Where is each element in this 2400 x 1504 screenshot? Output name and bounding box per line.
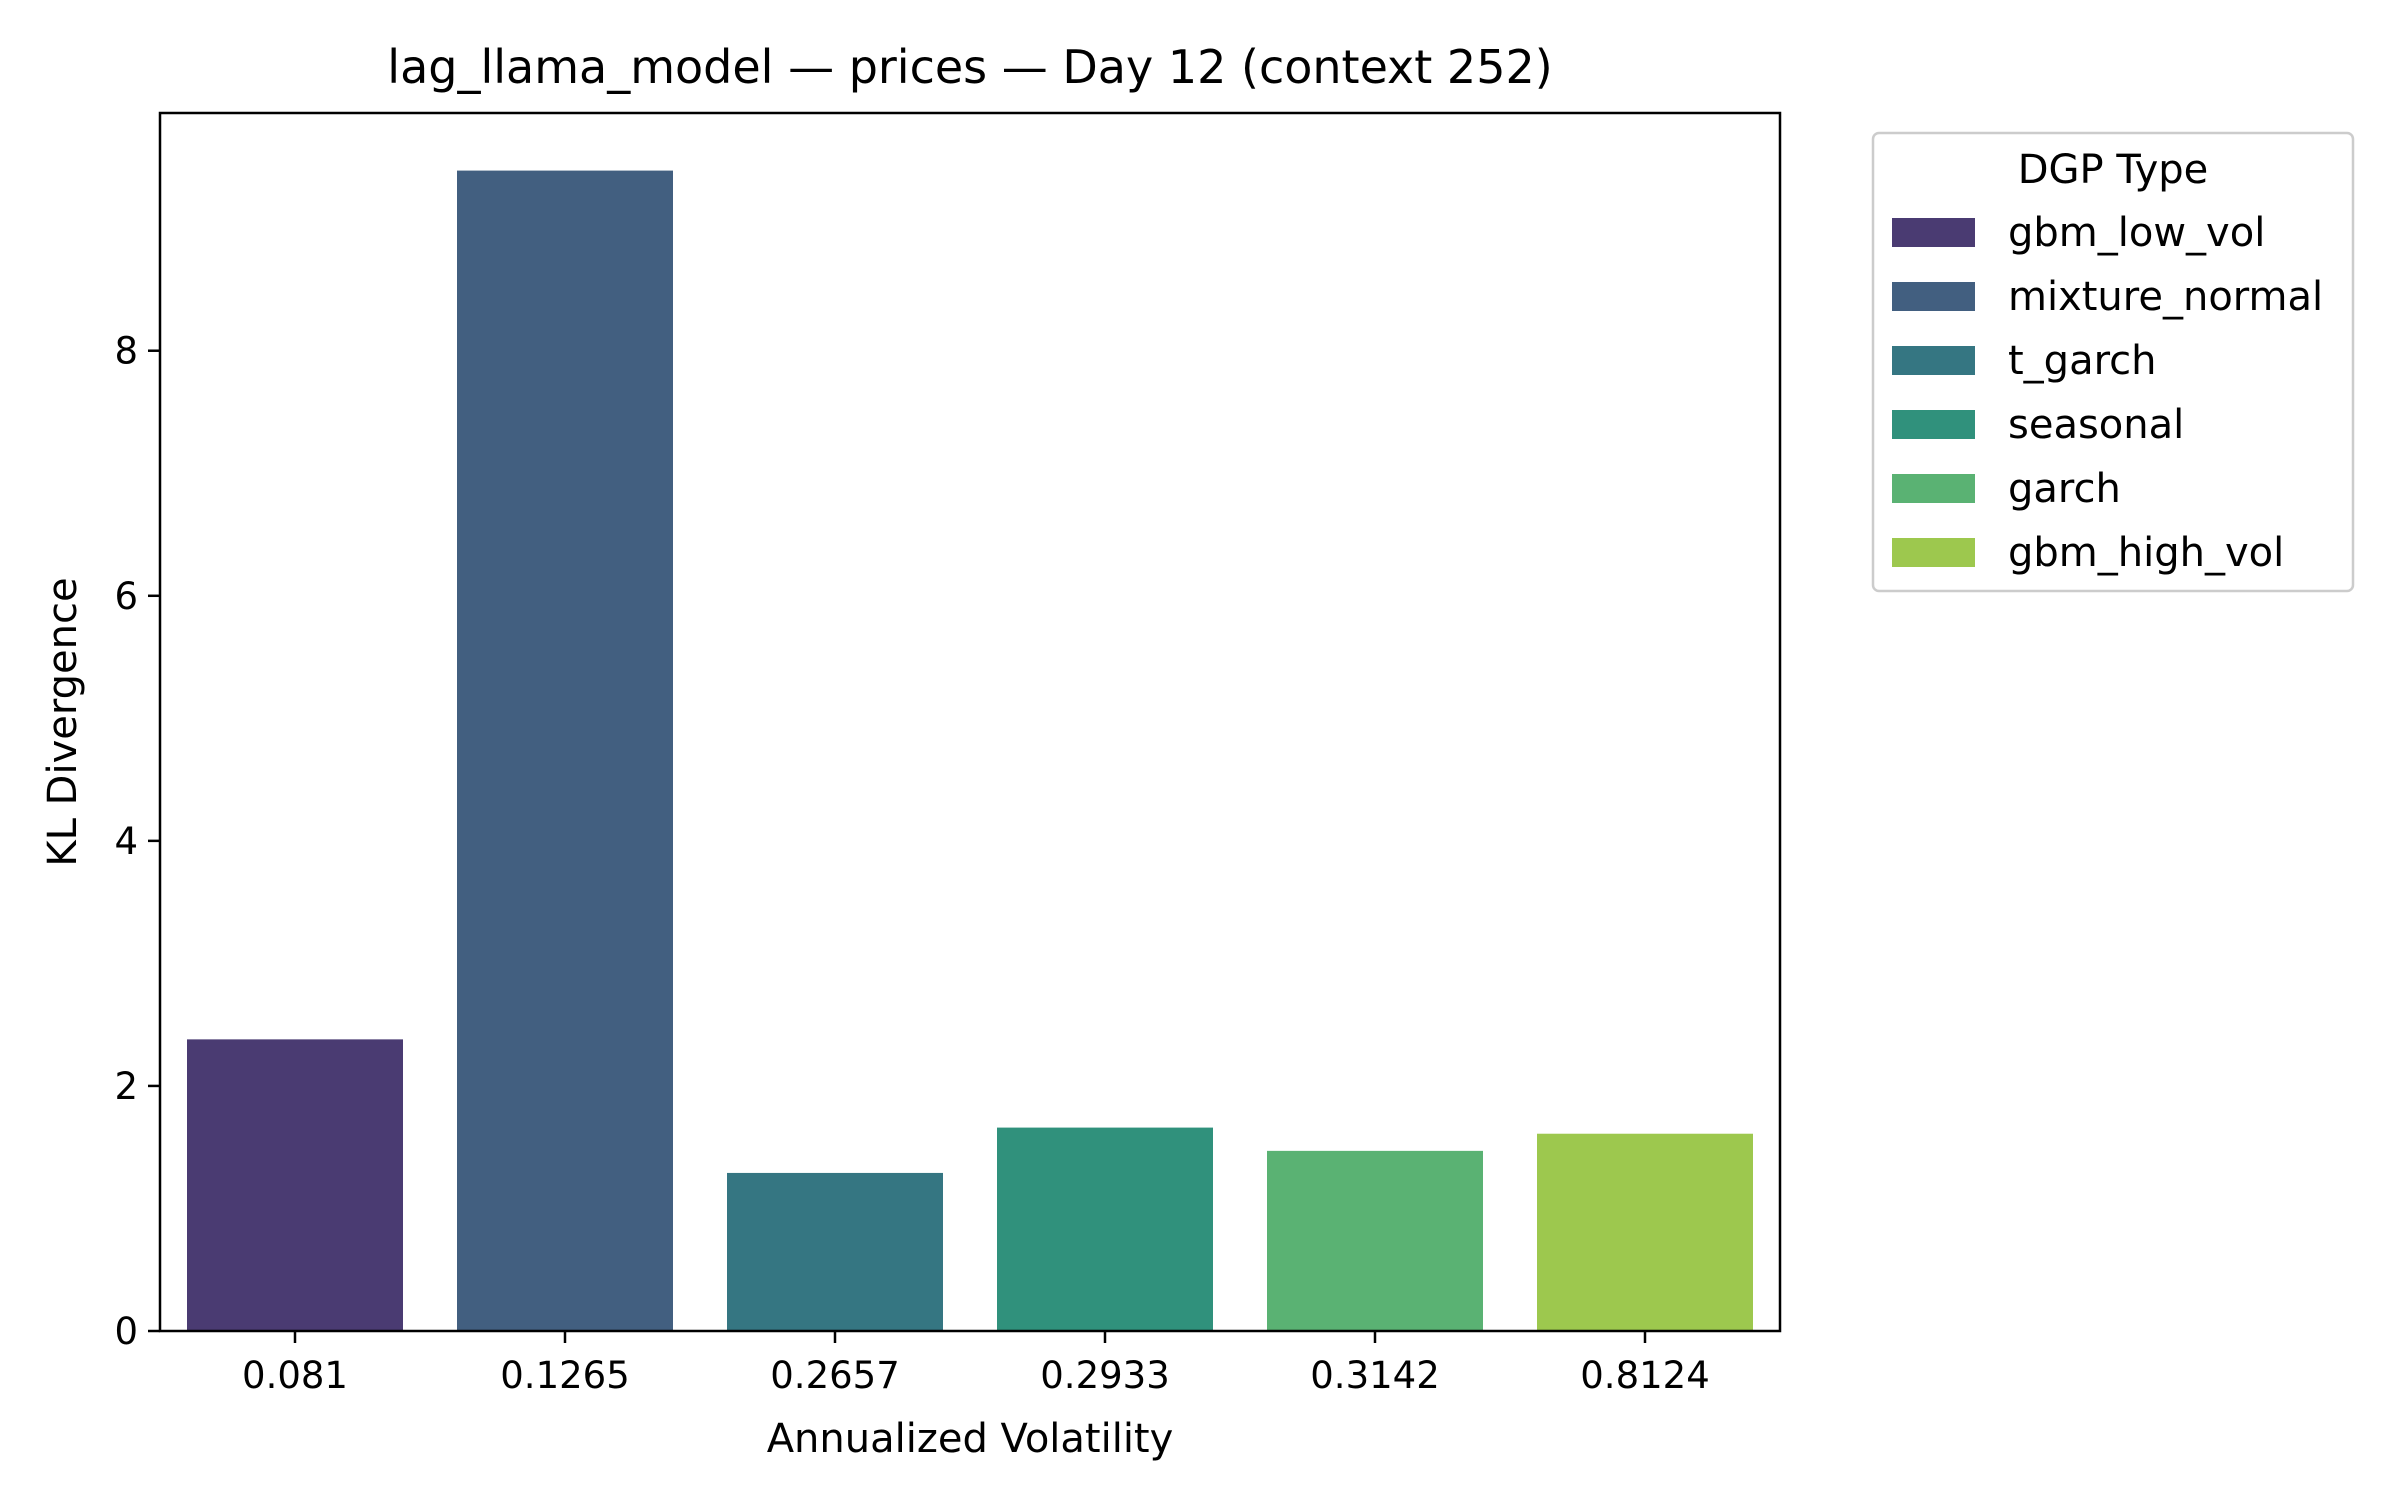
legend-swatch-gbm-low-vol xyxy=(1892,218,1975,247)
legend-swatch-gbm-high-vol xyxy=(1892,538,1975,567)
chart-title: lag_llama_model — prices — Day 12 (conte… xyxy=(387,40,1552,94)
legend-label-gbm-low-vol: gbm_low_vol xyxy=(2008,210,2265,256)
x-tick-label: 0.2657 xyxy=(770,1354,899,1397)
legend-label-t-garch: t_garch xyxy=(2008,338,2157,384)
bar-gbm-high-vol xyxy=(1537,1133,1753,1331)
legend-label-garch: garch xyxy=(2008,466,2121,512)
x-tick-label: 0.8124 xyxy=(1580,1354,1709,1397)
x-tick-label: 0.1265 xyxy=(500,1354,629,1397)
x-tick-label: 0.081 xyxy=(242,1354,348,1397)
x-tick-label: 0.2933 xyxy=(1040,1354,1169,1397)
x-axis-label: Annualized Volatility xyxy=(767,1416,1174,1462)
legend-swatch-garch xyxy=(1892,474,1975,503)
bar-mixture-normal xyxy=(457,170,673,1332)
bars xyxy=(187,170,1753,1332)
plot-frame xyxy=(158,111,1782,1333)
y-tick-label: 2 xyxy=(114,1065,138,1108)
legend-label-seasonal: seasonal xyxy=(2008,402,2184,448)
legend-label-mixture-normal: mixture_normal xyxy=(2008,274,2323,320)
y-axis-ticks: 0 2 4 6 8 xyxy=(114,330,160,1353)
legend-swatch-seasonal xyxy=(1892,410,1975,439)
legend-swatch-mixture-normal xyxy=(1892,282,1975,311)
bar-gbm-low-vol xyxy=(187,1039,403,1331)
y-tick-label: 8 xyxy=(114,330,138,373)
legend-items: gbm_low_vol mixture_normal t_garch seasonal… xyxy=(1892,210,2323,576)
bar-garch xyxy=(1267,1150,1483,1331)
y-tick-label: 4 xyxy=(114,820,138,863)
x-axis-ticks: 0.081 0.1265 0.2657 0.2933 0.3142 0.8124 xyxy=(242,1331,1710,1397)
legend-title: DGP Type xyxy=(2018,147,2209,193)
y-tick-label: 6 xyxy=(114,575,138,618)
legend-swatch-t-garch xyxy=(1892,346,1975,375)
y-axis-label: KL Divergence xyxy=(40,577,86,866)
bar-t-garch xyxy=(727,1172,943,1331)
y-tick-label: 0 xyxy=(114,1310,138,1353)
legend-frame xyxy=(1871,131,2355,593)
bar-seasonal xyxy=(997,1127,1213,1331)
legend-label-gbm-high-vol: gbm_high_vol xyxy=(2008,530,2284,576)
x-tick-label: 0.3142 xyxy=(1310,1354,1439,1397)
legend: DGP Type gbm_low_vol mixture_normal t_garc… xyxy=(1871,131,2355,593)
